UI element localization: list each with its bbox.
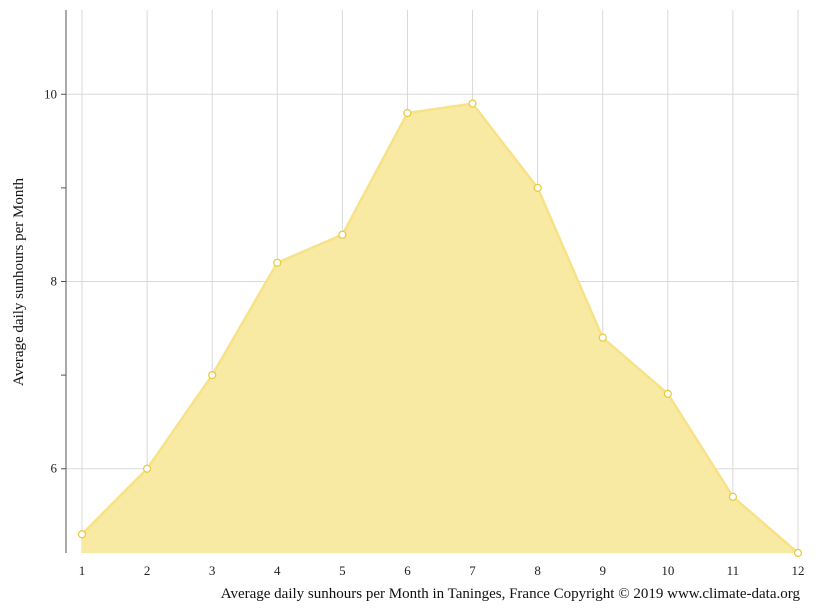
y-axis-ticks: 6 8 10	[44, 86, 66, 476]
data-point-11	[728, 492, 738, 501]
x-tick-label-3: 3	[209, 563, 216, 578]
chart-caption: Average daily sunhours per Month in Tani…	[221, 586, 801, 602]
x-tick-label-1: 1	[79, 563, 86, 578]
x-tick-label-4: 4	[274, 563, 281, 578]
data-point-6	[403, 108, 412, 118]
data-point-10	[663, 389, 672, 398]
x-tick-label-8: 8	[534, 563, 541, 578]
x-tick-label-5: 5	[339, 563, 346, 578]
x-tick-label-9: 9	[599, 563, 606, 578]
data-point-2	[142, 464, 152, 473]
data-point-4	[273, 258, 282, 267]
data-point-7	[468, 99, 477, 108]
y-tick-label-10: 10	[44, 86, 57, 101]
data-point-9	[598, 333, 607, 342]
x-tick-label-11: 11	[727, 563, 740, 578]
data-point-12	[793, 548, 803, 558]
y-tick-label-6: 6	[51, 461, 58, 476]
series-line	[81, 102, 799, 554]
x-tick-label-7: 7	[469, 563, 476, 578]
y-tick-label-8: 8	[51, 274, 58, 289]
series-points	[77, 99, 803, 558]
data-point-3	[208, 371, 217, 380]
x-tick-label-2: 2	[144, 563, 151, 578]
series-area	[82, 103, 798, 553]
x-tick-label-10: 10	[661, 563, 674, 578]
y-axis-title: Average daily sunhours per Month	[11, 178, 27, 387]
data-point-1	[77, 530, 87, 539]
x-axis-ticks: 1 2 3 4 5 6 7 8 9 10 11 12	[79, 563, 805, 578]
data-point-5	[338, 230, 347, 239]
x-tick-label-12: 12	[792, 563, 805, 578]
x-tick-label-6: 6	[404, 563, 411, 578]
data-point-8	[533, 183, 542, 192]
